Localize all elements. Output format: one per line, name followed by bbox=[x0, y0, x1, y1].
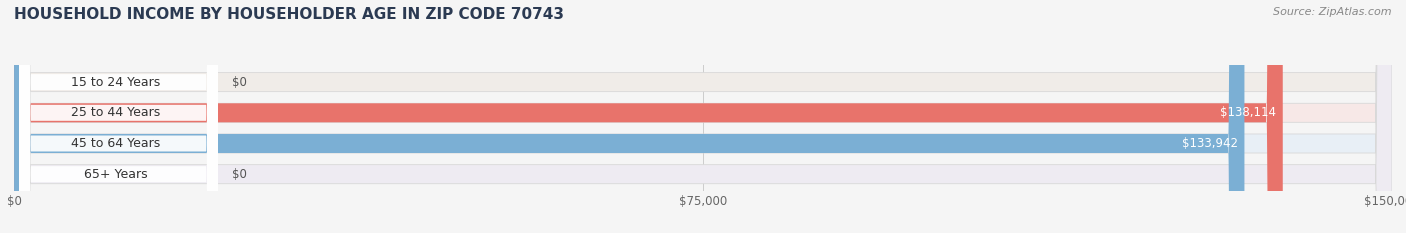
FancyBboxPatch shape bbox=[14, 0, 1392, 233]
FancyBboxPatch shape bbox=[20, 0, 218, 233]
Text: HOUSEHOLD INCOME BY HOUSEHOLDER AGE IN ZIP CODE 70743: HOUSEHOLD INCOME BY HOUSEHOLDER AGE IN Z… bbox=[14, 7, 564, 22]
FancyBboxPatch shape bbox=[14, 0, 1392, 233]
Text: 45 to 64 Years: 45 to 64 Years bbox=[72, 137, 160, 150]
Text: 25 to 44 Years: 25 to 44 Years bbox=[72, 106, 160, 119]
FancyBboxPatch shape bbox=[20, 0, 218, 233]
FancyBboxPatch shape bbox=[14, 0, 1392, 233]
Text: $133,942: $133,942 bbox=[1181, 137, 1237, 150]
Text: $138,114: $138,114 bbox=[1220, 106, 1275, 119]
Text: Source: ZipAtlas.com: Source: ZipAtlas.com bbox=[1274, 7, 1392, 17]
FancyBboxPatch shape bbox=[14, 0, 1282, 233]
Text: $0: $0 bbox=[232, 168, 246, 181]
FancyBboxPatch shape bbox=[20, 0, 218, 233]
Text: $0: $0 bbox=[232, 76, 246, 89]
FancyBboxPatch shape bbox=[14, 0, 1244, 233]
FancyBboxPatch shape bbox=[20, 0, 218, 233]
Text: 15 to 24 Years: 15 to 24 Years bbox=[72, 76, 160, 89]
FancyBboxPatch shape bbox=[14, 0, 1392, 233]
Text: 65+ Years: 65+ Years bbox=[84, 168, 148, 181]
